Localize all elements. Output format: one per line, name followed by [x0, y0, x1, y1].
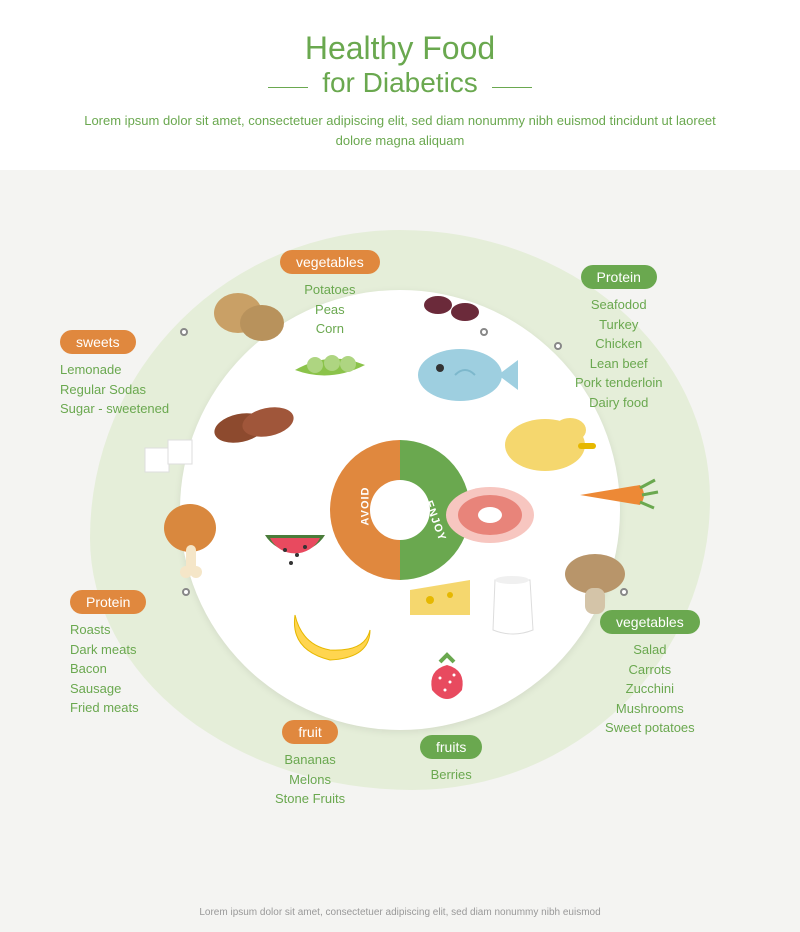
- infographic: AVOID ENJOY sweets Lemonade Regular Soda…: [0, 170, 800, 870]
- cat-veg-enjoy: vegetables Salad Carrots Zucchini Mushro…: [600, 610, 700, 738]
- cat-pill: Protein: [70, 590, 146, 614]
- peas-icon: [290, 345, 370, 385]
- cat-veg-avoid: vegetables Potatoes Peas Corn: [280, 250, 380, 339]
- carrot-icon: [570, 470, 660, 520]
- cat-fruit-avoid: fruit Bananas Melons Stone Fruits: [275, 720, 345, 809]
- cat-pill: fruit: [282, 720, 337, 744]
- cat-pill: sweets: [60, 330, 136, 354]
- cheese-icon: [400, 570, 480, 625]
- watermelon-icon: [255, 525, 335, 595]
- cat-items: Salad Carrots Zucchini Mushrooms Sweet p…: [600, 640, 700, 738]
- page-title: Healthy Food: [80, 30, 720, 67]
- cat-items: Potatoes Peas Corn: [280, 280, 380, 339]
- banana-icon: [280, 600, 380, 670]
- connector-dot: [182, 588, 190, 596]
- donut-hole: [370, 480, 430, 540]
- chicken-icon: [500, 405, 600, 475]
- beans-icon: [420, 290, 490, 325]
- chicken-leg-icon: [160, 500, 230, 580]
- donut-avoid-label: AVOID: [360, 486, 372, 525]
- cat-pill: Protein: [581, 265, 657, 289]
- meat-icon: [440, 480, 540, 550]
- sausage-icon: [210, 400, 300, 450]
- cat-items: Lemonade Regular Sodas Sugar - sweetened: [60, 360, 169, 419]
- potato-icon: [210, 285, 290, 345]
- cat-items: Roasts Dark meats Bacon Sausage Fried me…: [70, 620, 146, 718]
- strawberry-icon: [420, 650, 475, 710]
- cat-pill: fruits: [420, 735, 482, 759]
- cat-fruits-enjoy: fruits Berries: [420, 735, 482, 785]
- divider-left: [268, 87, 308, 88]
- footer-text: Lorem ipsum dolor sit amet, consectetuer…: [0, 907, 800, 918]
- connector-dot: [620, 588, 628, 596]
- fish-icon: [410, 340, 520, 410]
- cat-pill: vegetables: [600, 610, 700, 634]
- subtitle-row: for Diabetics: [80, 67, 720, 99]
- divider-right: [492, 87, 532, 88]
- cat-protein-enjoy: Protein Seafodod Turkey Chicken Lean bee…: [575, 265, 662, 412]
- connector-dot: [180, 328, 188, 336]
- cat-sweets: sweets Lemonade Regular Sodas Sugar - sw…: [60, 330, 169, 419]
- cat-items: Bananas Melons Stone Fruits: [275, 750, 345, 809]
- header: Healthy Food for Diabetics Lorem ipsum d…: [0, 0, 800, 170]
- milk-icon: [485, 570, 540, 640]
- cat-items: Berries: [420, 765, 482, 785]
- cat-items: Seafodod Turkey Chicken Lean beef Pork t…: [575, 295, 662, 412]
- page-desc: Lorem ipsum dolor sit amet, consectetuer…: [80, 111, 720, 150]
- cat-protein-avoid: Protein Roasts Dark meats Bacon Sausage …: [70, 590, 146, 718]
- sugar-cubes-icon: [140, 430, 200, 480]
- connector-dot: [480, 328, 488, 336]
- cat-pill: vegetables: [280, 250, 380, 274]
- page-subtitle: for Diabetics: [322, 67, 478, 98]
- connector-dot: [554, 342, 562, 350]
